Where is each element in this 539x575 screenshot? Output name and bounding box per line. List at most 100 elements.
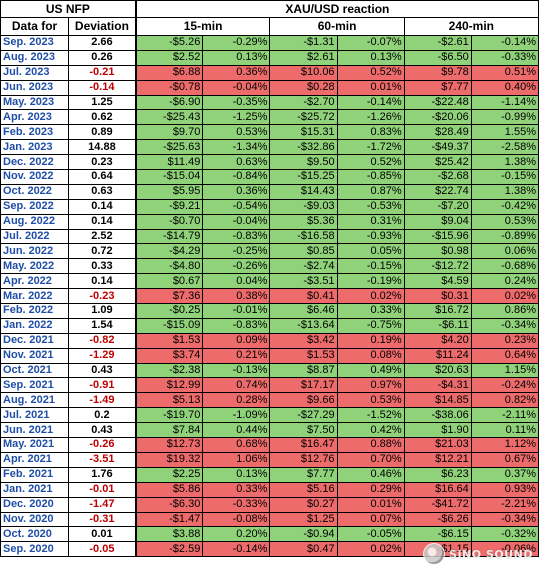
move-15min-cell: $11.49 — [134, 154, 204, 171]
date-cell: May. 2021 — [0, 437, 70, 453]
date-cell: Aug. 2022 — [0, 213, 70, 230]
move-240min-cell: $9.04 — [403, 213, 472, 230]
pct-240min-cell: -0.24% — [470, 377, 539, 394]
deviation-cell: -0.31 — [68, 511, 137, 528]
pct-15min-cell: 0.53% — [202, 124, 271, 141]
move-240min-cell: -$22.48 — [403, 94, 472, 111]
move-240min-cell: -$41.72 — [403, 496, 472, 513]
move-60min-cell: $1.53 — [269, 347, 338, 364]
pct-60min-cell: 0.88% — [336, 437, 405, 453]
move-15min-cell: -$25.63 — [134, 139, 204, 156]
date-cell: Jan. 2022 — [0, 317, 70, 334]
data-for-header: Data for — [0, 17, 70, 36]
move-15min-cell: -$0.25 — [134, 303, 204, 319]
move-60min-cell: $7.77 — [269, 466, 338, 483]
pct-15min-cell: 0.44% — [202, 422, 271, 439]
deviation-cell: -0.14 — [68, 79, 137, 96]
move-240min-cell: -$2.68 — [403, 169, 472, 185]
window-60min-header: 60-min — [269, 17, 405, 36]
pct-240min-cell: -0.89% — [470, 228, 539, 245]
pct-240min-cell: 0.40% — [470, 79, 539, 96]
move-15min-cell: -$0.78 — [134, 79, 204, 96]
deviation-cell: -0.21 — [68, 64, 137, 81]
move-60min-cell: $6.46 — [269, 303, 338, 319]
pct-15min-cell: -0.14% — [202, 541, 271, 558]
pct-15min-cell: -0.84% — [202, 169, 271, 185]
pct-60min-cell: -0.14% — [336, 94, 405, 111]
deviation-cell: 2.66 — [68, 35, 137, 51]
table-row: Sep. 2020 -0.05 -$2.59 -0.14% $0.47 0.02% -$1.… — [0, 541, 539, 558]
pct-60min-cell: 0.31% — [336, 213, 405, 230]
deviation-cell: -0.91 — [68, 377, 137, 394]
table-row: Jan. 2023 14.88 -$25.63 -1.34% -$32.86 -1.72%… — [0, 139, 539, 156]
date-cell: Apr. 2023 — [0, 109, 70, 126]
deviation-cell: -0.82 — [68, 332, 137, 349]
table-row: Aug. 2023 0.26 $2.52 0.13% $2.61 0.13% -$6.50-… — [0, 49, 539, 66]
table-row: Apr. 2021 -3.51 $19.32 1.06% $12.76 0.70% $12.… — [0, 451, 539, 468]
move-15min-cell: -$6.30 — [134, 496, 204, 513]
pct-15min-cell: -0.08% — [202, 511, 271, 528]
pct-15min-cell: 0.13% — [202, 49, 271, 66]
date-cell: Aug. 2023 — [0, 49, 70, 66]
date-cell: Feb. 2023 — [0, 124, 70, 141]
table-row: May. 2023 1.25 -$6.90 -0.35% -$2.70 -0.14% -$2… — [0, 94, 539, 111]
date-cell: Jun. 2021 — [0, 422, 70, 439]
move-15min-cell: $12.73 — [134, 437, 204, 453]
move-15min-cell: -$14.79 — [134, 228, 204, 245]
pct-240min-cell: 0.82% — [470, 392, 539, 409]
pct-240min-cell: -0.99% — [470, 109, 539, 126]
pct-60min-cell: 0.05% — [336, 243, 405, 260]
move-240min-cell: $9.78 — [403, 64, 472, 81]
table-row: Oct. 2021 0.43 -$2.38 -0.13% $8.87 0.49% $20.6… — [0, 362, 539, 379]
pct-240min-cell: 1.38% — [470, 154, 539, 171]
table-row: Sep. 2022 0.14 -$9.21 -0.54% -$9.03 -0.53% -$7… — [0, 198, 539, 215]
pct-15min-cell: 0.28% — [202, 392, 271, 409]
pct-15min-cell: 0.04% — [202, 273, 271, 290]
move-15min-cell: -$0.70 — [134, 213, 204, 230]
deviation-header: Deviation — [68, 17, 137, 36]
move-240min-cell: $4.59 — [403, 273, 472, 290]
move-240min-cell: -$15.96 — [403, 228, 472, 245]
deviation-cell: 0.63 — [68, 183, 137, 200]
pct-240min-cell: 0.53% — [470, 213, 539, 230]
pct-15min-cell: -0.25% — [202, 243, 271, 260]
pct-60min-cell: 0.13% — [336, 49, 405, 66]
pct-60min-cell: -0.53% — [336, 198, 405, 215]
move-15min-cell: $2.25 — [134, 466, 204, 483]
pct-15min-cell: -1.34% — [202, 139, 271, 156]
deviation-cell: 2.52 — [68, 228, 137, 245]
pct-15min-cell: -1.25% — [202, 109, 271, 126]
watermark-text: SINO SOUND — [449, 547, 533, 561]
pct-60min-cell: 0.02% — [336, 288, 405, 305]
pct-60min-cell: 0.70% — [336, 451, 405, 468]
pct-240min-cell: 0.37% — [470, 466, 539, 483]
move-60min-cell: $0.47 — [269, 541, 338, 558]
deviation-cell: 1.25 — [68, 94, 137, 111]
deviation-cell: 0.33 — [68, 258, 137, 275]
move-240min-cell: -$49.37 — [403, 139, 472, 156]
deviation-cell: -1.49 — [68, 392, 137, 409]
move-240min-cell: -$6.26 — [403, 511, 472, 528]
table-row: Oct. 2020 0.01 $3.88 0.20% -$0.94 -0.05% -$6.1… — [0, 526, 539, 543]
pct-60min-cell: 0.97% — [336, 377, 405, 394]
pct-15min-cell: 0.36% — [202, 183, 271, 200]
move-15min-cell: $19.32 — [134, 451, 204, 468]
move-240min-cell: $20.63 — [403, 362, 472, 379]
table-row: Sep. 2021 -0.91 $12.99 0.74% $17.17 0.97% -$4.… — [0, 377, 539, 394]
deviation-cell: -1.47 — [68, 496, 137, 513]
table-row: Nov. 2022 0.64 -$15.04 -0.84% -$15.25 -0.85% -… — [0, 169, 539, 185]
table-row: Jun. 2023 -0.14 -$0.78 -0.04% $0.28 0.01% $7.7… — [0, 79, 539, 96]
pct-240min-cell: -0.33% — [470, 49, 539, 66]
pct-60min-cell: 0.33% — [336, 303, 405, 319]
move-60min-cell: $9.66 — [269, 392, 338, 409]
table-row: Jan. 2021 -0.01 $5.86 0.33% $5.16 0.29% $16.64… — [0, 481, 539, 498]
date-cell: Jul. 2021 — [0, 407, 70, 424]
move-15min-cell: $3.88 — [134, 526, 204, 543]
move-15min-cell: $5.13 — [134, 392, 204, 409]
nfp-gold-reaction-table: US NFP XAU/USD reaction Data for Deviati… — [0, 0, 539, 558]
move-60min-cell: $0.27 — [269, 496, 338, 513]
pct-15min-cell: 0.36% — [202, 64, 271, 81]
deviation-cell: 0.2 — [68, 407, 137, 424]
move-15min-cell: -$4.29 — [134, 243, 204, 260]
